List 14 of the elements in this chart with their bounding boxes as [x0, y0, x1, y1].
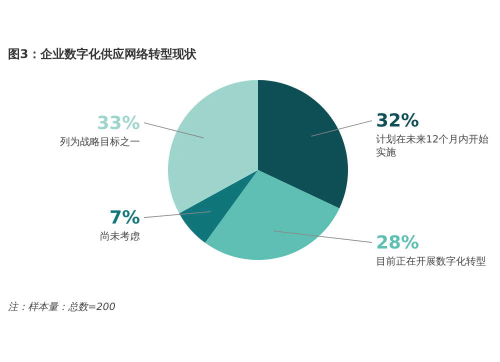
pie-slice	[168, 80, 258, 214]
slice-label: 目前正在开展数字化转型	[376, 255, 486, 268]
data-label: 33%	[96, 112, 140, 134]
pie-slice	[258, 80, 348, 208]
data-label: 28%	[376, 232, 420, 254]
pie-slice	[179, 170, 258, 243]
pie-slice	[205, 170, 340, 260]
slice-label: 尚未考虑	[100, 230, 140, 243]
slice-label: 列为战略目标之一	[60, 136, 140, 148]
data-label: 32%	[376, 110, 420, 132]
text: 注：样本量：总数=200	[8, 301, 116, 313]
slice-label: 计划在未来12个月内开始实施	[376, 134, 489, 159]
chart-title: 图3：企业数字化供应网络转型现状	[8, 47, 198, 61]
data-label: 7%	[109, 208, 140, 229]
